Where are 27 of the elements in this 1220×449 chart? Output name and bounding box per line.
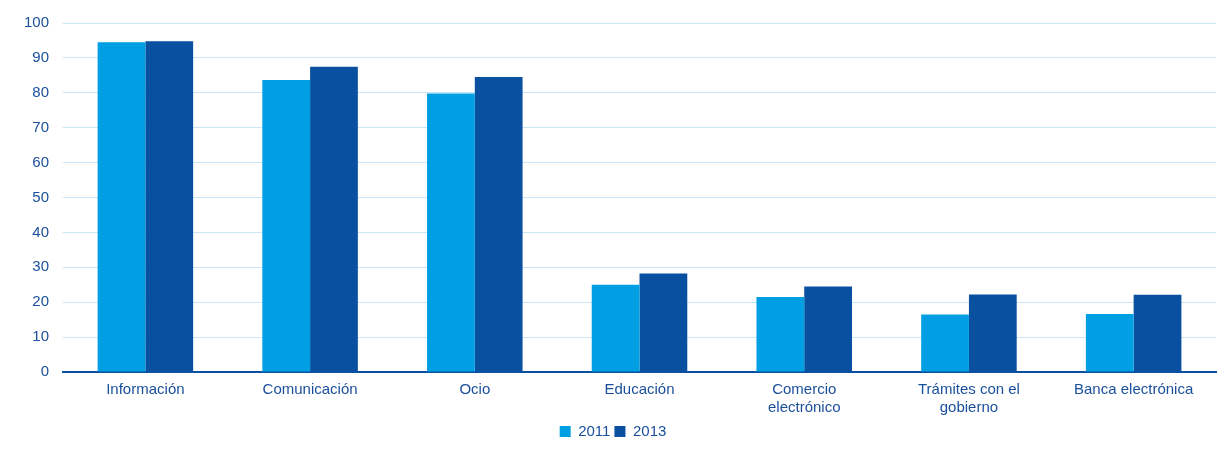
y-tick-label: 100 [24, 13, 50, 31]
y-tick-label: 80 [32, 82, 50, 100]
x-tick-label: Comercio electrónico [767, 380, 841, 416]
bar [427, 93, 475, 372]
bar [1085, 314, 1134, 372]
x-tick-label: Ocio [459, 380, 491, 398]
y-tick-label: 50 [32, 187, 50, 205]
y-tick-label: 30 [32, 257, 50, 275]
legend-label: 2011 [578, 421, 611, 439]
x-tick-label: Banca electrónica [1074, 380, 1194, 398]
legend-label: 2013 [632, 421, 667, 439]
y-tick-label: 60 [32, 152, 50, 170]
bar [921, 314, 969, 372]
y-tick-label: 0 [40, 362, 50, 380]
bar [756, 296, 805, 372]
x-tick-label: Comunicación [262, 380, 358, 398]
y-tick-label: 20 [32, 292, 50, 310]
x-tick-label: Educación [604, 380, 675, 398]
x-tick-label: Trámites con el gobierno [917, 380, 1020, 416]
y-tick-label: 90 [32, 48, 50, 66]
y-tick-label: 10 [32, 327, 50, 345]
bar [591, 284, 640, 372]
bar [262, 79, 311, 372]
bar [97, 42, 146, 372]
y-tick-label: 40 [32, 222, 50, 240]
y-tick-label: 70 [32, 117, 50, 135]
x-tick-label: Información [106, 380, 185, 398]
